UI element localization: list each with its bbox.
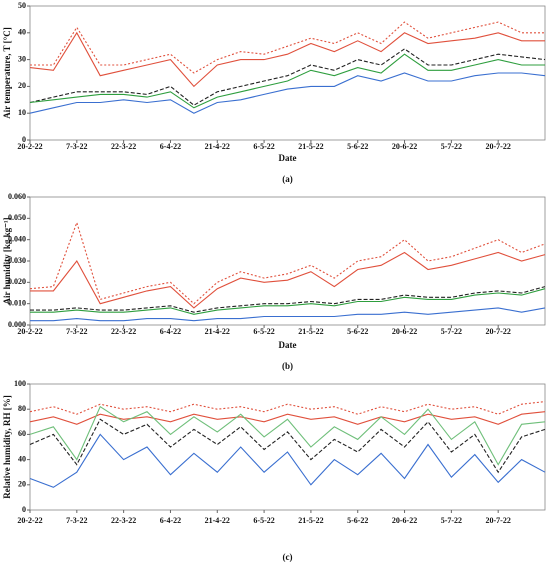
x-tick-label: 6-5-22 bbox=[253, 327, 274, 336]
series-line bbox=[30, 286, 546, 313]
series-line bbox=[29, 53, 545, 109]
x-tick-label: 5-6-22 bbox=[347, 142, 368, 151]
panel-label: (a) bbox=[282, 174, 293, 184]
series-line bbox=[30, 21, 545, 74]
x-tick-label: 21-4-22 bbox=[205, 327, 230, 336]
x-tick-label: 20-6-22 bbox=[392, 327, 417, 336]
series-line bbox=[29, 48, 546, 106]
x-tick-label: 22-3-22 bbox=[111, 516, 136, 525]
x-tick-label: 20-6-22 bbox=[392, 142, 417, 151]
x-tick-label: 5-6-22 bbox=[347, 327, 368, 336]
x-tick-label: 22-3-22 bbox=[111, 327, 136, 336]
x-tick-label: 6-5-22 bbox=[253, 516, 274, 525]
x-tick-label: 6-4-22 bbox=[160, 516, 181, 525]
y-tick-label: 0.000 bbox=[8, 320, 26, 329]
y-tick-label: 0.020 bbox=[8, 277, 26, 286]
x-tick-label: 6-4-22 bbox=[160, 142, 181, 151]
y-tick-label: 20 bbox=[18, 81, 26, 90]
x-tick-label: 20-2-22 bbox=[17, 327, 42, 336]
series-line bbox=[29, 72, 546, 114]
x-tick-label: 20-2-22 bbox=[17, 516, 42, 525]
x-tick-label: 21-4-22 bbox=[205, 516, 230, 525]
series-line bbox=[29, 405, 546, 466]
series-line bbox=[29, 418, 546, 474]
y-tick-label: 0.060 bbox=[8, 192, 26, 201]
x-tick-label: 5-7-22 bbox=[441, 516, 462, 525]
y-tick-label: 80 bbox=[18, 404, 26, 413]
series-line bbox=[29, 220, 546, 305]
y-tick-label: 50 bbox=[18, 1, 26, 10]
x-tick-label: 6-4-22 bbox=[160, 327, 181, 336]
plot-frame bbox=[29, 5, 546, 141]
y-tick-label: 10 bbox=[18, 108, 26, 117]
x-tick-label: 7-3-22 bbox=[66, 327, 87, 336]
x-tick-label: 20-2-22 bbox=[17, 142, 42, 151]
y-tick-label: 0 bbox=[22, 135, 26, 144]
x-tick-label: 5-6-22 bbox=[347, 516, 368, 525]
y-tick-label: 100 bbox=[14, 379, 26, 388]
series-line bbox=[30, 307, 546, 322]
x-tick-label: 20-6-22 bbox=[392, 516, 417, 525]
x-tick-label: 20-7-22 bbox=[486, 142, 511, 151]
x-axis-label: Date bbox=[279, 153, 297, 163]
x-tick-label: 7-3-22 bbox=[66, 142, 87, 151]
x-tick-label: 7-3-22 bbox=[66, 516, 87, 525]
series-line bbox=[30, 288, 546, 315]
x-tick-label: 21-5-22 bbox=[298, 327, 323, 336]
y-axis-label: Air temperature, T [°C] bbox=[2, 27, 12, 118]
y-tick-label: 60 bbox=[18, 429, 26, 438]
x-axis-label: Date bbox=[279, 340, 297, 350]
x-tick-label: 5-7-22 bbox=[441, 142, 462, 151]
y-tick-label: 0.040 bbox=[8, 234, 26, 243]
y-tick-label: 0.030 bbox=[8, 256, 26, 265]
y-tick-label: 40 bbox=[18, 28, 26, 37]
series-line bbox=[29, 433, 546, 488]
series-line bbox=[29, 411, 546, 425]
x-tick-label: 20-7-22 bbox=[486, 516, 511, 525]
plot-frame bbox=[29, 383, 546, 511]
x-tick-label: 22-3-22 bbox=[111, 142, 136, 151]
y-axis-label: Relative humidity, RH [%] bbox=[2, 395, 12, 499]
x-tick-label: 6-5-22 bbox=[253, 142, 274, 151]
x-tick-label: 21-5-22 bbox=[298, 142, 323, 151]
y-tick-label: 0 bbox=[22, 505, 26, 514]
panel-label: (b) bbox=[282, 361, 293, 371]
y-axis-label: Air humidity [kg kg⁻¹] bbox=[2, 217, 12, 304]
y-tick-label: 0.050 bbox=[8, 213, 26, 222]
x-tick-label: 21-5-22 bbox=[298, 516, 323, 525]
series-line bbox=[30, 251, 546, 309]
y-tick-label: 40 bbox=[18, 454, 26, 463]
x-tick-label: 5-7-22 bbox=[441, 327, 462, 336]
x-tick-label: 21-4-22 bbox=[205, 142, 230, 151]
panel-label: (c) bbox=[283, 552, 293, 562]
y-tick-label: 0.010 bbox=[8, 298, 26, 307]
y-tick-label: 20 bbox=[18, 480, 26, 489]
x-tick-label: 20-7-22 bbox=[486, 327, 511, 336]
series-line bbox=[29, 401, 546, 415]
series-line bbox=[29, 31, 545, 88]
y-tick-label: 30 bbox=[18, 54, 26, 63]
